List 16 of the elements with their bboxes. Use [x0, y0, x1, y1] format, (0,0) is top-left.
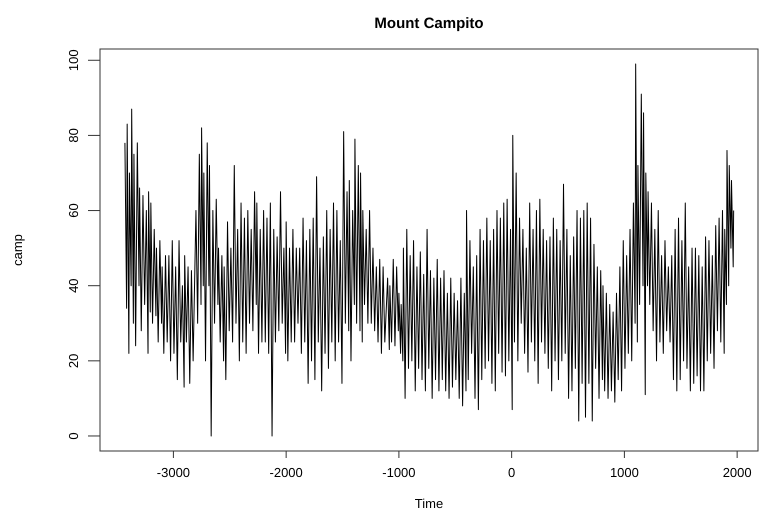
x-tick-label: 0 — [508, 465, 516, 480]
y-tick-label: 80 — [66, 128, 81, 143]
x-tick-label: -3000 — [156, 465, 190, 480]
y-axis-title: camp — [10, 234, 25, 266]
x-axis-title: Time — [414, 496, 444, 511]
x-tick-label: -2000 — [270, 465, 303, 480]
y-tick-label: 60 — [66, 203, 81, 218]
chart-title: Mount Campito — [374, 15, 484, 32]
x-tick-label: -1000 — [382, 465, 416, 480]
y-tick-label: 0 — [66, 432, 81, 440]
x-tick-label: 1000 — [610, 465, 639, 480]
y-tick-label: 40 — [66, 278, 81, 293]
y-tick-label: 20 — [66, 354, 81, 368]
x-tick-label: 2000 — [722, 465, 752, 480]
y-tick-label: 100 — [66, 49, 81, 72]
line-series — [124, 64, 734, 436]
